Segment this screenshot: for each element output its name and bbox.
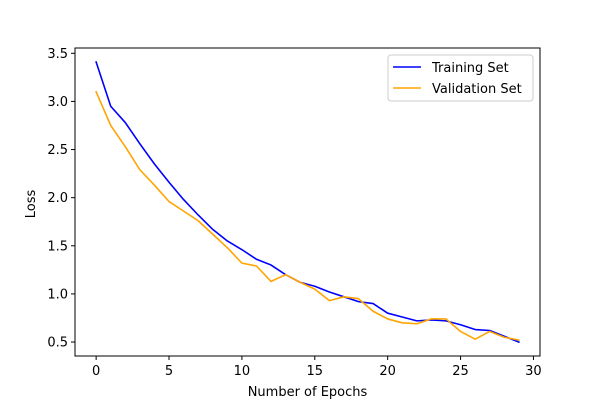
x-tick-label: 15 (307, 364, 324, 379)
legend-box (387, 54, 534, 102)
plot-frame (74, 47, 541, 357)
validation-set-line (95, 90, 520, 342)
y-tick-label: 1.0 (47, 287, 68, 302)
x-axis-label: Number of Epochs (248, 385, 368, 400)
legend: Training Set Validation Set (387, 54, 534, 102)
x-tick-label: 0 (92, 364, 100, 379)
legend-label-validation-set: Validation Set (432, 82, 522, 97)
series-layer (95, 60, 520, 344)
x-tick-label: 25 (452, 364, 469, 379)
x-tick-label: 30 (525, 364, 542, 379)
x-tick-label: 20 (379, 364, 396, 379)
x-tick-label: 5 (165, 364, 173, 379)
y-tick-label: 3.0 (47, 95, 68, 110)
y-tick-label: 2.0 (47, 191, 68, 206)
axes-layer: 0 5 10 15 20 25 30 0.5 1.0 1.5 2.0 2.5 3.0 3.5 (47, 47, 541, 379)
y-tick-label: 1.5 (47, 239, 68, 254)
y-axis-label: Loss (24, 190, 39, 219)
y-tick-label: 0.5 (47, 336, 68, 351)
x-tick-label: 10 (234, 364, 251, 379)
legend-label-training-set: Training Set (431, 61, 509, 76)
y-tick-label: 2.5 (47, 143, 68, 158)
y-tick-label: 3.5 (47, 47, 68, 62)
